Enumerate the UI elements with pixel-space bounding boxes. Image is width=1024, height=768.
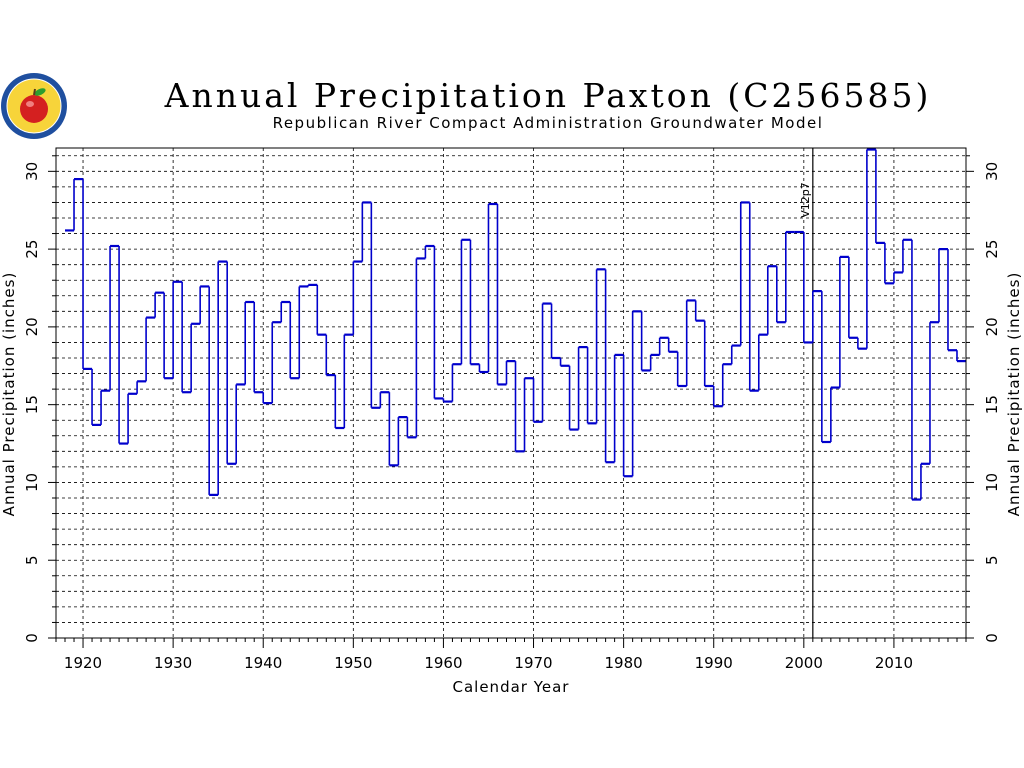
x-axis-label: Calendar Year <box>453 678 570 696</box>
axes: 0 0 5 5 10 10 15 15 20 20 25 25 30 30 1920 1930 1940 1950… <box>23 155 1001 672</box>
grid-lines <box>56 148 966 638</box>
y-tick-label: 15 <box>23 395 41 414</box>
y-tick-label: 0 <box>23 633 41 643</box>
vertical-marker: V12p7 <box>799 148 814 638</box>
y-tick-label-right: 20 <box>983 317 1001 336</box>
y-tick-label: 20 <box>23 317 41 336</box>
y-axis-label: Annual Precipitation (inches) <box>0 272 18 517</box>
y-tick-label-right: 25 <box>983 240 1001 259</box>
plot-frame <box>55 147 967 639</box>
x-tick-label: 1980 <box>605 654 643 672</box>
y-tick-label-right: 15 <box>983 395 1001 414</box>
apple-icon <box>20 95 48 123</box>
x-tick-label: 1930 <box>154 654 192 672</box>
x-tick-label: 1950 <box>334 654 372 672</box>
y-tick-label-right: 5 <box>983 555 1001 565</box>
y-tick-label: 25 <box>23 240 41 259</box>
y-tick-label-right: 30 <box>983 162 1001 181</box>
y-tick-label-right: 10 <box>983 473 1001 492</box>
x-tick-label: 2010 <box>875 654 913 672</box>
x-tick-label: 1940 <box>244 654 282 672</box>
data-series <box>65 148 966 501</box>
y-tick-label-right: 0 <box>983 633 1001 643</box>
x-tick-label: 1970 <box>514 654 552 672</box>
chart-title: Annual Precipitation Paxton (C256585) <box>164 76 932 115</box>
x-tick-label: 1960 <box>424 654 462 672</box>
x-tick-label: 2000 <box>785 654 823 672</box>
y-tick-label: 5 <box>23 555 41 565</box>
y-tick-label: 30 <box>23 162 41 181</box>
chart-subtitle: Republican River Compact Administration … <box>273 114 824 132</box>
marker-label: V12p7 <box>799 182 812 218</box>
x-tick-label: 1920 <box>64 654 102 672</box>
rrca-logo <box>1 73 67 139</box>
y-axis-label-right: Annual Precipitation (inches) <box>1005 272 1023 517</box>
x-tick-label: 1990 <box>695 654 733 672</box>
y-tick-label: 10 <box>23 473 41 492</box>
